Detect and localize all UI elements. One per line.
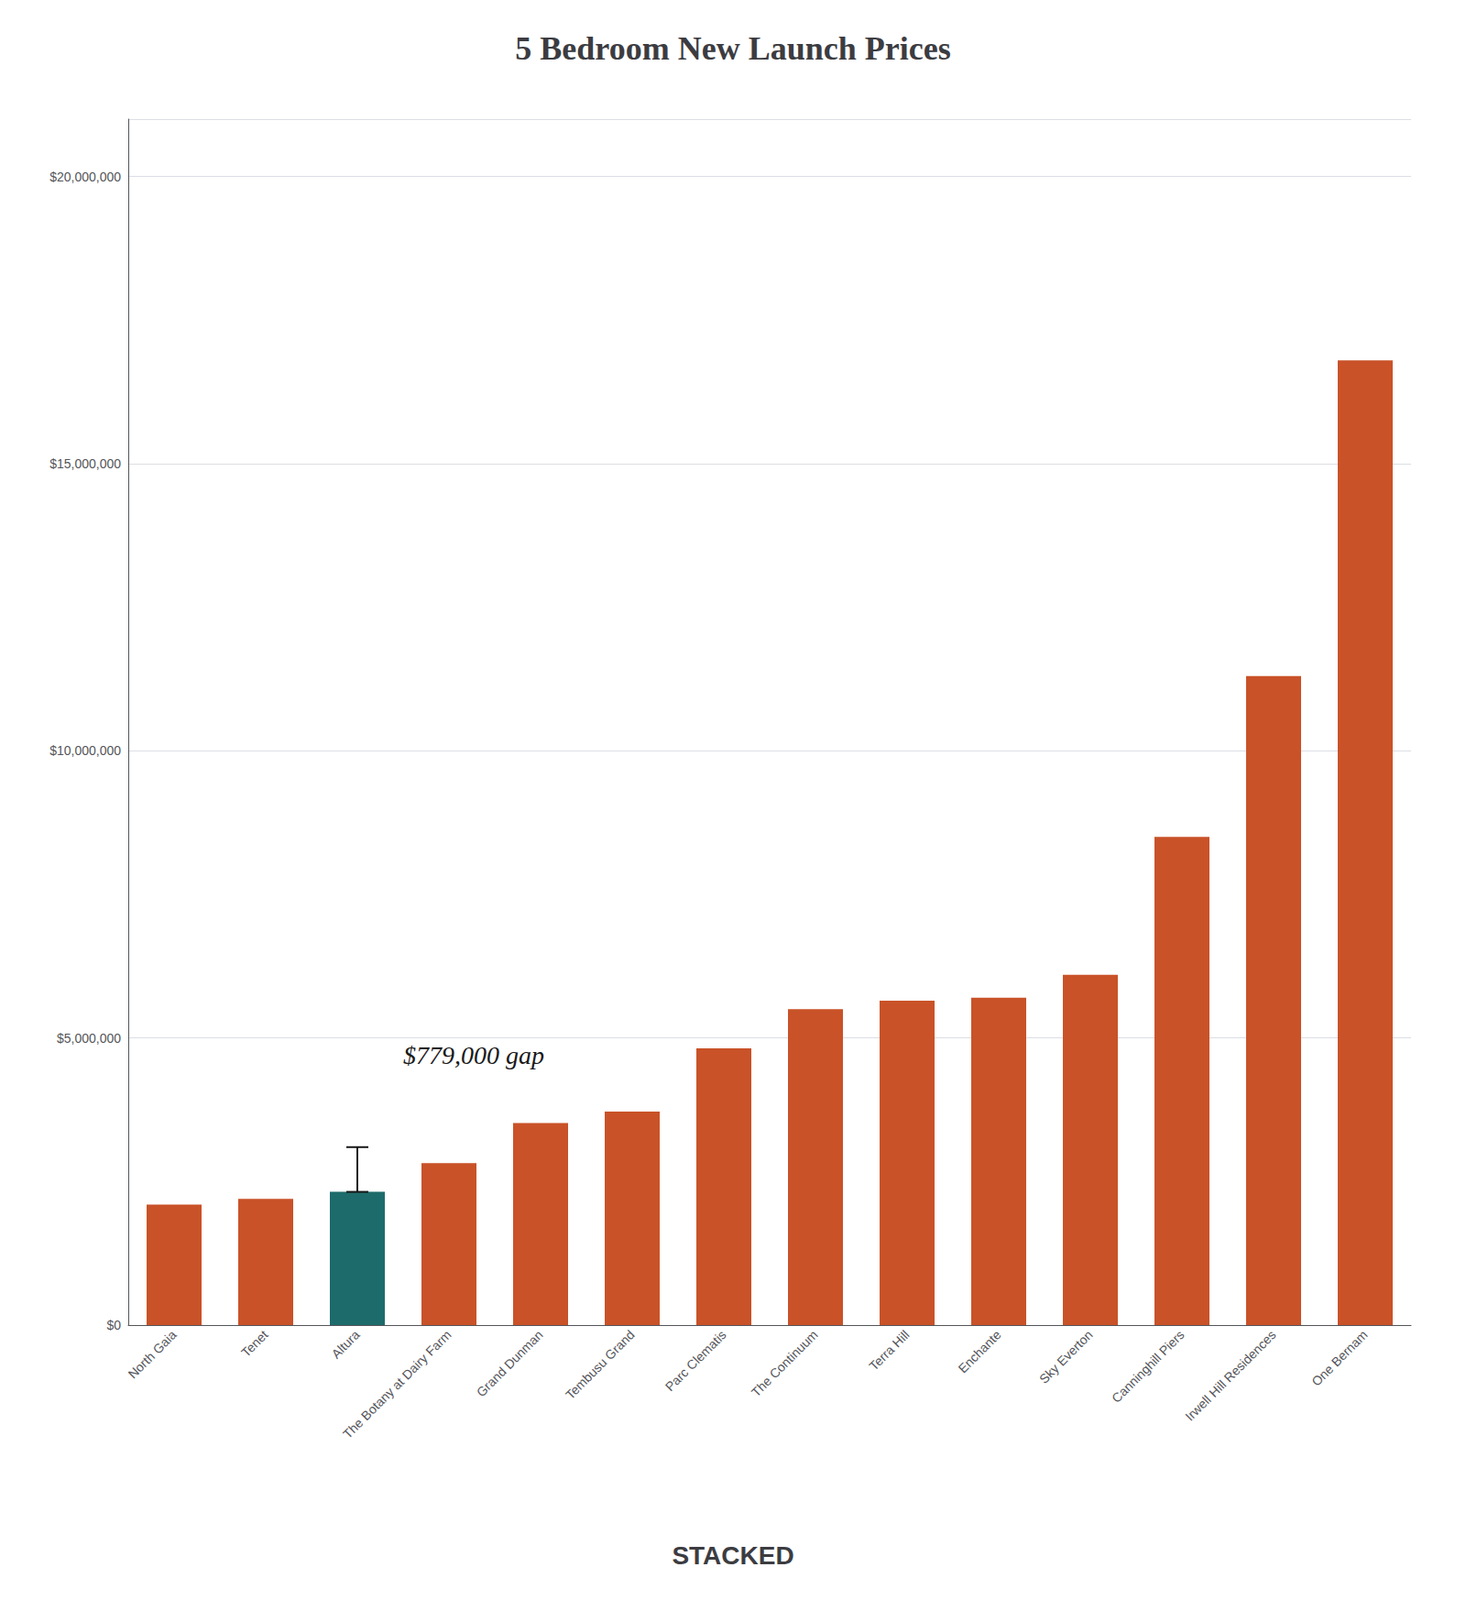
svg-text:Grand Dunman: Grand Dunman <box>473 1326 547 1400</box>
svg-text:Irwell Hill Residences: Irwell Hill Residences <box>1181 1326 1279 1423</box>
svg-text:$10,000,000: $10,000,000 <box>49 743 121 758</box>
svg-text:$15,000,000: $15,000,000 <box>49 456 121 471</box>
svg-text:One Bernam: One Bernam <box>1308 1326 1370 1389</box>
svg-text:The Botany at Dairy Farm: The Botany at Dairy Farm <box>339 1326 455 1442</box>
svg-text:Tembusu Grand: Tembusu Grand <box>562 1326 638 1402</box>
svg-text:$5,000,000: $5,000,000 <box>56 1030 121 1046</box>
svg-text:Tenet: Tenet <box>238 1326 272 1360</box>
svg-text:Terra Hill: Terra Hill <box>865 1326 912 1373</box>
svg-text:Enchante: Enchante <box>955 1326 1005 1376</box>
svg-text:$779,000 gap: $779,000 gap <box>403 1040 545 1070</box>
svg-text:Parc Clematis: Parc Clematis <box>662 1326 730 1394</box>
svg-text:North Gaia: North Gaia <box>125 1326 180 1381</box>
svg-text:Canninghill Piers: Canninghill Piers <box>1108 1326 1188 1406</box>
svg-text:Altura: Altura <box>328 1326 363 1361</box>
svg-text:$0: $0 <box>106 1317 121 1333</box>
svg-text:Sky Everton: Sky Everton <box>1036 1326 1096 1387</box>
svg-text:5 Bedroom New Launch Prices: 5 Bedroom New Launch Prices <box>514 30 951 67</box>
svg-text:The Continuum: The Continuum <box>748 1326 821 1400</box>
svg-text:$20,000,000: $20,000,000 <box>49 169 121 185</box>
svg-text:STACKED: STACKED <box>671 1541 794 1570</box>
